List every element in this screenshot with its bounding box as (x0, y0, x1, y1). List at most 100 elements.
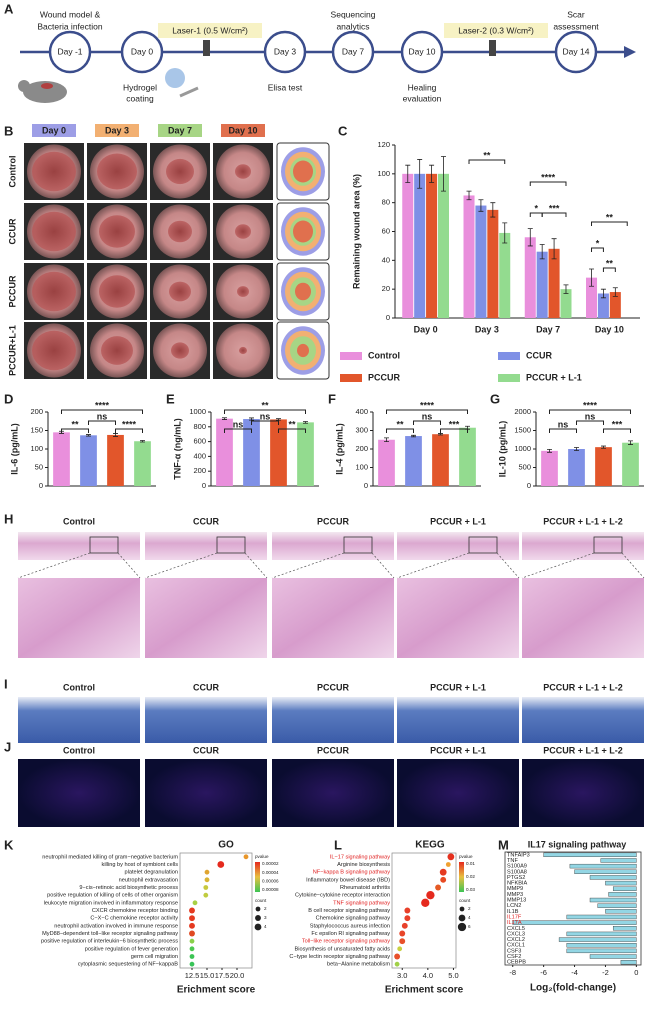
panel-label: K (4, 837, 14, 852)
day-label: Day 10 (409, 46, 436, 56)
bar (414, 173, 426, 318)
error-bar (411, 434, 416, 438)
chart-title: KEGG (415, 840, 445, 851)
legend-bubble (254, 923, 262, 931)
y-tick-label: 300 (355, 425, 368, 434)
y-tick-label: 100 (377, 169, 390, 178)
zoom-lines (271, 552, 395, 579)
timeline-note: analytics (336, 21, 369, 31)
significance-label: ** (71, 419, 79, 429)
photo-wound (97, 153, 137, 190)
significance-bracket (529, 181, 567, 186)
photo-wound (101, 336, 133, 365)
x-tick-label: Day 0 (414, 324, 438, 334)
bar (378, 439, 395, 486)
y-axis-label: IL-4 (pg/mL) (334, 423, 344, 475)
bar (432, 434, 449, 486)
y-tick-label: 0 (527, 481, 531, 490)
x-axis-label: Erichment score (177, 985, 256, 996)
term-label: Staphylococcus aureus infection (310, 923, 390, 929)
group-label: PCCUR + L-1 + L-2 (543, 745, 623, 755)
significance-bracket (549, 428, 577, 433)
column-header: Day 10 (228, 125, 257, 135)
wound-trace (293, 220, 313, 243)
error-bar (440, 156, 446, 192)
timeline-note: Bacteria infection (37, 21, 102, 31)
term-label: germ cell migration (131, 954, 178, 960)
term-label: leukocyte migration involved in inflamma… (44, 900, 178, 906)
x-tick-label: 20.0 (230, 971, 245, 980)
term-label: Rheumatoid arthritis (340, 885, 390, 891)
plot-frame (391, 852, 457, 969)
bar (605, 909, 637, 914)
significance-bracket (224, 409, 306, 414)
bubble (404, 915, 411, 922)
bar (612, 926, 637, 931)
significance-label: **** (122, 419, 137, 429)
term-label: Fc epsilon RI signaling pathway (311, 931, 390, 937)
photo-wound (169, 281, 191, 302)
photo-wound (239, 346, 247, 355)
photo-wound (99, 275, 135, 308)
photo-wound (235, 224, 251, 239)
masson-stain (522, 697, 644, 743)
timepoint (120, 30, 164, 74)
bubble (189, 954, 195, 959)
y-axis-label: IL-10 (pg/mL) (497, 421, 507, 478)
legend-title: count (459, 898, 471, 903)
y-tick-label: 200 (30, 407, 43, 416)
timeline: Wound model & Bacteria infection Hydroge… (18, 9, 636, 103)
significance-bracket (88, 420, 116, 425)
timeline-note: Elisa test (268, 82, 303, 92)
bubble (421, 898, 430, 907)
term-label: IL−17 signaling pathway (330, 854, 390, 860)
he-zoom (522, 578, 644, 658)
term-label: Chemokine signaling pathway (316, 916, 391, 922)
term-label: NF−kappa B signaling pathway (313, 870, 390, 876)
timeline-note: evaluation (403, 93, 442, 103)
bar (566, 943, 637, 948)
colorbar (459, 862, 464, 892)
term-label: TNF signaling pathway (333, 900, 390, 906)
term-label: Cytokine−cytokine receptor interaction (295, 893, 390, 899)
error-bar (405, 164, 411, 183)
timepoint (263, 30, 307, 74)
error-bar (547, 448, 552, 453)
bar (600, 858, 637, 863)
bar (459, 427, 476, 486)
gene-label: TNFAIP3 (507, 852, 530, 858)
zoom-box (593, 536, 623, 554)
gene-label: PTGS2 (507, 875, 525, 881)
error-bar (502, 222, 508, 244)
bar (595, 447, 612, 486)
x-tick-label: Day 10 (595, 324, 624, 334)
bar (566, 948, 637, 954)
bar (589, 875, 637, 880)
term-label: Arginine biosynthesis (337, 862, 390, 868)
bubble (203, 885, 209, 890)
group-label: PCCUR (317, 745, 350, 755)
significance-bracket (278, 428, 306, 433)
significance-bracket (115, 428, 143, 433)
bubble (203, 892, 209, 898)
wound-trace (297, 343, 309, 358)
legend-swatch (340, 374, 362, 382)
bar (80, 435, 97, 486)
row-label: Control (7, 156, 17, 188)
bar (270, 419, 287, 486)
zoom-lines (17, 552, 141, 579)
fluorescence (272, 759, 394, 827)
error-bar (113, 433, 118, 437)
zoom-lines (396, 552, 520, 579)
x-tick-label: 17.5 (215, 971, 230, 980)
bubble (401, 922, 408, 929)
zoom-lines (521, 552, 645, 579)
significance-bracket (224, 428, 252, 433)
column-header: Day 0 (42, 125, 66, 135)
bubble (439, 868, 447, 876)
zoom-box (216, 536, 246, 554)
y-tick-label: 500 (518, 462, 531, 471)
he-overview (145, 532, 267, 560)
column-header-bg (158, 124, 202, 137)
bar (216, 418, 233, 486)
